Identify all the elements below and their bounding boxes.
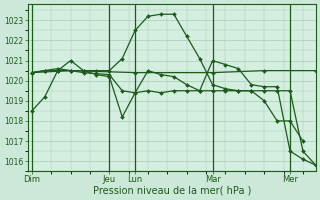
- X-axis label: Pression niveau de la mer( hPa ): Pression niveau de la mer( hPa ): [92, 186, 251, 196]
